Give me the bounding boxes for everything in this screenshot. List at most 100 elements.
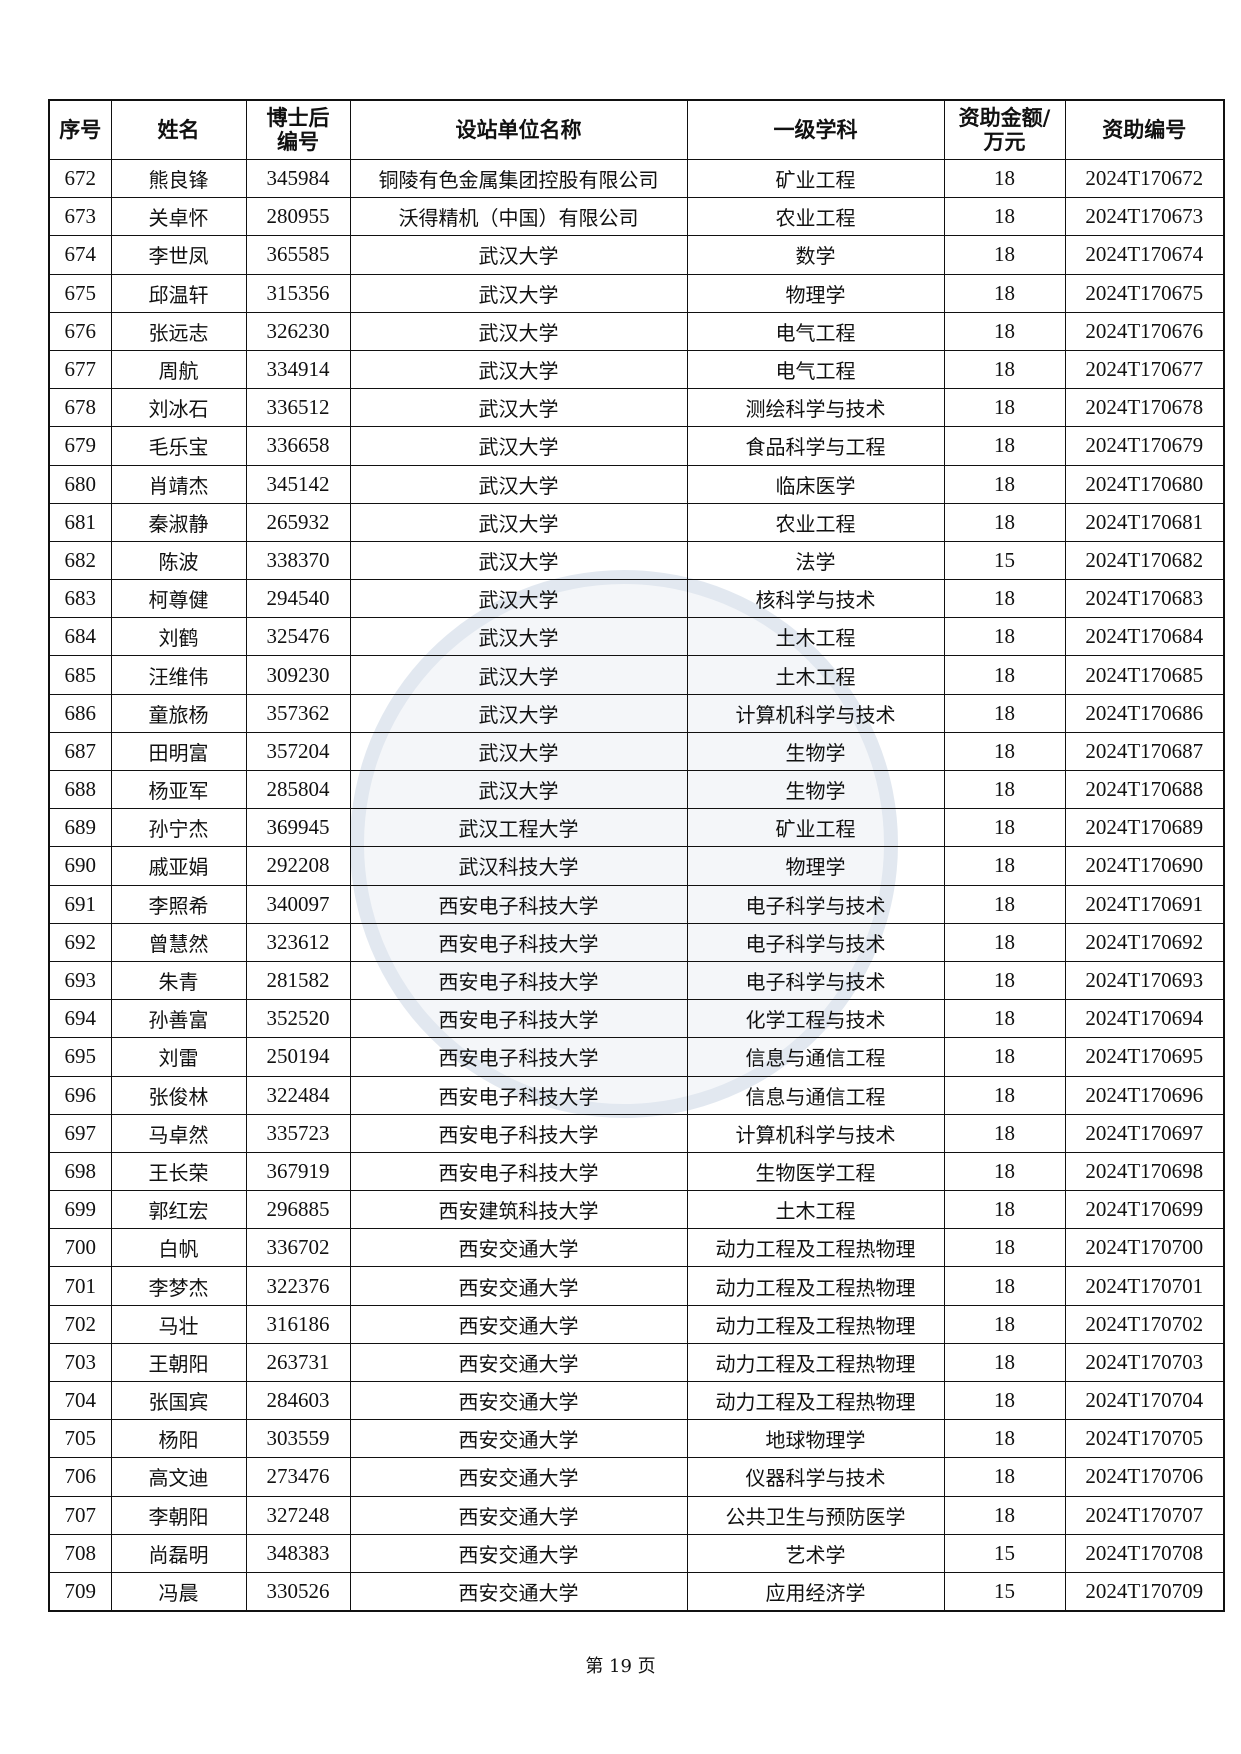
cell-col-name: 关卓怀 bbox=[110, 197, 247, 237]
cell-col-name: 杨亚军 bbox=[110, 769, 247, 810]
cell-col-name: 马壮 bbox=[110, 1304, 247, 1344]
cell-col-amount: 18 bbox=[943, 884, 1066, 924]
cell-col-postdoc-id: 303559 bbox=[245, 1419, 351, 1459]
cell-col-name: 白帆 bbox=[110, 1228, 247, 1268]
cell-col-amount: 18 bbox=[943, 960, 1066, 1001]
cell-col-postdoc-id: 296885 bbox=[245, 1190, 351, 1230]
cell-col-postdoc-id: 357204 bbox=[245, 731, 351, 772]
table-row: 680 肖靖杰 345142 武汉大学 临床医学 18 2024T170680 bbox=[48, 464, 1225, 504]
cell-col-postdoc-id: 263731 bbox=[245, 1342, 351, 1383]
cell-col-index: 695 bbox=[48, 1037, 112, 1077]
cell-col-postdoc-id: 352520 bbox=[245, 999, 351, 1039]
cell-col-postdoc-id: 309230 bbox=[245, 655, 351, 695]
cell-col-institution: 武汉科技大学 bbox=[349, 846, 688, 886]
cell-col-name: 田明富 bbox=[110, 731, 247, 772]
cell-col-institution: 武汉大学 bbox=[349, 769, 688, 810]
cell-col-postdoc-id: 345142 bbox=[245, 464, 351, 504]
cell-col-institution: 沃得精机（中国）有限公司 bbox=[349, 197, 688, 237]
cell-col-institution: 西安电子科技大学 bbox=[349, 960, 688, 1001]
cell-col-grant-id: 2024T170703 bbox=[1064, 1342, 1225, 1383]
cell-col-index: 676 bbox=[48, 311, 112, 351]
cell-col-name: 朱青 bbox=[110, 960, 247, 1001]
cell-col-grant-id: 2024T170681 bbox=[1064, 502, 1225, 542]
cell-col-grant-id: 2024T170676 bbox=[1064, 311, 1225, 351]
cell-col-name: 孙善富 bbox=[110, 999, 247, 1039]
table-row: 675 邱温轩 315356 武汉大学 物理学 18 2024T170675 bbox=[48, 273, 1225, 313]
cell-col-amount: 18 bbox=[943, 808, 1066, 848]
cell-col-institution: 武汉大学 bbox=[349, 579, 688, 619]
cell-col-amount: 18 bbox=[943, 1495, 1066, 1535]
cell-col-discipline: 仪器科学与技术 bbox=[686, 1457, 945, 1497]
cell-col-grant-id: 2024T170683 bbox=[1064, 579, 1225, 619]
cell-col-discipline: 临床医学 bbox=[686, 464, 945, 504]
cell-col-discipline: 动力工程及工程热物理 bbox=[686, 1380, 945, 1421]
cell-col-index: 692 bbox=[48, 922, 112, 962]
cell-col-amount: 18 bbox=[943, 731, 1066, 772]
cell-col-institution: 武汉大学 bbox=[349, 540, 688, 581]
cell-col-grant-id: 2024T170687 bbox=[1064, 731, 1225, 772]
page-number: 第 19 页 bbox=[585, 1656, 656, 1677]
cell-col-discipline: 法学 bbox=[686, 540, 945, 581]
cell-col-postdoc-id: 316186 bbox=[245, 1304, 351, 1344]
cell-col-amount: 18 bbox=[943, 1266, 1066, 1306]
cell-col-grant-id: 2024T170709 bbox=[1064, 1571, 1225, 1612]
table-row: 679 毛乐宝 336658 武汉大学 食品科学与工程 18 2024T170679 bbox=[48, 426, 1225, 466]
cell-col-name: 李朝阳 bbox=[110, 1495, 247, 1535]
cell-col-discipline: 应用经济学 bbox=[686, 1571, 945, 1612]
table-row: 677 周航 334914 武汉大学 电气工程 18 2024T170677 bbox=[48, 349, 1225, 390]
cell-col-postdoc-id: 325476 bbox=[245, 617, 351, 657]
cell-col-index: 691 bbox=[48, 884, 112, 924]
cell-col-institution: 西安电子科技大学 bbox=[349, 1075, 688, 1115]
cell-col-grant-id: 2024T170694 bbox=[1064, 999, 1225, 1039]
cell-col-index: 681 bbox=[48, 502, 112, 542]
cell-col-postdoc-id: 327248 bbox=[245, 1495, 351, 1535]
cell-col-amount: 18 bbox=[943, 1075, 1066, 1115]
table-row: 704 张国宾 284603 西安交通大学 动力工程及工程热物理 18 2024T17070… bbox=[48, 1380, 1225, 1421]
cell-col-name: 柯尊健 bbox=[110, 579, 247, 619]
cell-col-index: 680 bbox=[48, 464, 112, 504]
table-row: 687 田明富 357204 武汉大学 生物学 18 2024T170687 bbox=[48, 731, 1225, 772]
cell-col-discipline: 生物学 bbox=[686, 731, 945, 772]
cell-col-index: 702 bbox=[48, 1304, 112, 1344]
cell-col-index: 684 bbox=[48, 617, 112, 657]
funding-table: 序号 姓名 博士后 编号 设站单位名称 一级学科 资助金额/ 万元 资助编号 672 熊良锋 3… bbox=[48, 99, 1225, 1613]
cell-col-amount: 18 bbox=[943, 235, 1066, 275]
cell-col-index: 701 bbox=[48, 1266, 112, 1306]
cell-col-amount: 18 bbox=[943, 1342, 1066, 1383]
cell-col-index: 688 bbox=[48, 769, 112, 810]
cell-col-grant-id: 2024T170691 bbox=[1064, 884, 1225, 924]
cell-col-discipline: 电子科学与技术 bbox=[686, 922, 945, 962]
cell-col-discipline: 信息与通信工程 bbox=[686, 1037, 945, 1077]
cell-col-grant-id: 2024T170678 bbox=[1064, 388, 1225, 428]
cell-col-index: 679 bbox=[48, 426, 112, 466]
cell-col-institution: 西安建筑科技大学 bbox=[349, 1190, 688, 1230]
header-col-discipline: 一级学科 bbox=[686, 99, 945, 160]
cell-col-name: 尚磊明 bbox=[110, 1533, 247, 1573]
header-col-index: 序号 bbox=[48, 99, 112, 160]
cell-col-index: 700 bbox=[48, 1228, 112, 1268]
table-row: 700 白帆 336702 西安交通大学 动力工程及工程热物理 18 2024T170700 bbox=[48, 1228, 1225, 1268]
cell-col-institution: 西安交通大学 bbox=[349, 1419, 688, 1459]
cell-col-grant-id: 2024T170706 bbox=[1064, 1457, 1225, 1497]
cell-col-name: 戚亚娟 bbox=[110, 846, 247, 886]
cell-col-name: 王长荣 bbox=[110, 1151, 247, 1192]
cell-col-amount: 18 bbox=[943, 311, 1066, 351]
cell-col-amount: 18 bbox=[943, 388, 1066, 428]
cell-col-grant-id: 2024T170697 bbox=[1064, 1113, 1225, 1153]
cell-col-index: 674 bbox=[48, 235, 112, 275]
cell-col-index: 690 bbox=[48, 846, 112, 886]
table-row: 705 杨阳 303559 西安交通大学 地球物理学 18 2024T170705 bbox=[48, 1419, 1225, 1459]
cell-col-index: 707 bbox=[48, 1495, 112, 1535]
cell-col-name: 李照希 bbox=[110, 884, 247, 924]
cell-col-discipline: 数学 bbox=[686, 235, 945, 275]
cell-col-postdoc-id: 281582 bbox=[245, 960, 351, 1001]
cell-col-institution: 西安交通大学 bbox=[349, 1457, 688, 1497]
cell-col-grant-id: 2024T170682 bbox=[1064, 540, 1225, 581]
cell-col-index: 687 bbox=[48, 731, 112, 772]
cell-col-name: 汪维伟 bbox=[110, 655, 247, 695]
cell-col-index: 698 bbox=[48, 1151, 112, 1192]
cell-col-grant-id: 2024T170680 bbox=[1064, 464, 1225, 504]
cell-col-amount: 18 bbox=[943, 158, 1066, 199]
table-row: 685 汪维伟 309230 武汉大学 土木工程 18 2024T170685 bbox=[48, 655, 1225, 695]
cell-col-postdoc-id: 345984 bbox=[245, 158, 351, 199]
